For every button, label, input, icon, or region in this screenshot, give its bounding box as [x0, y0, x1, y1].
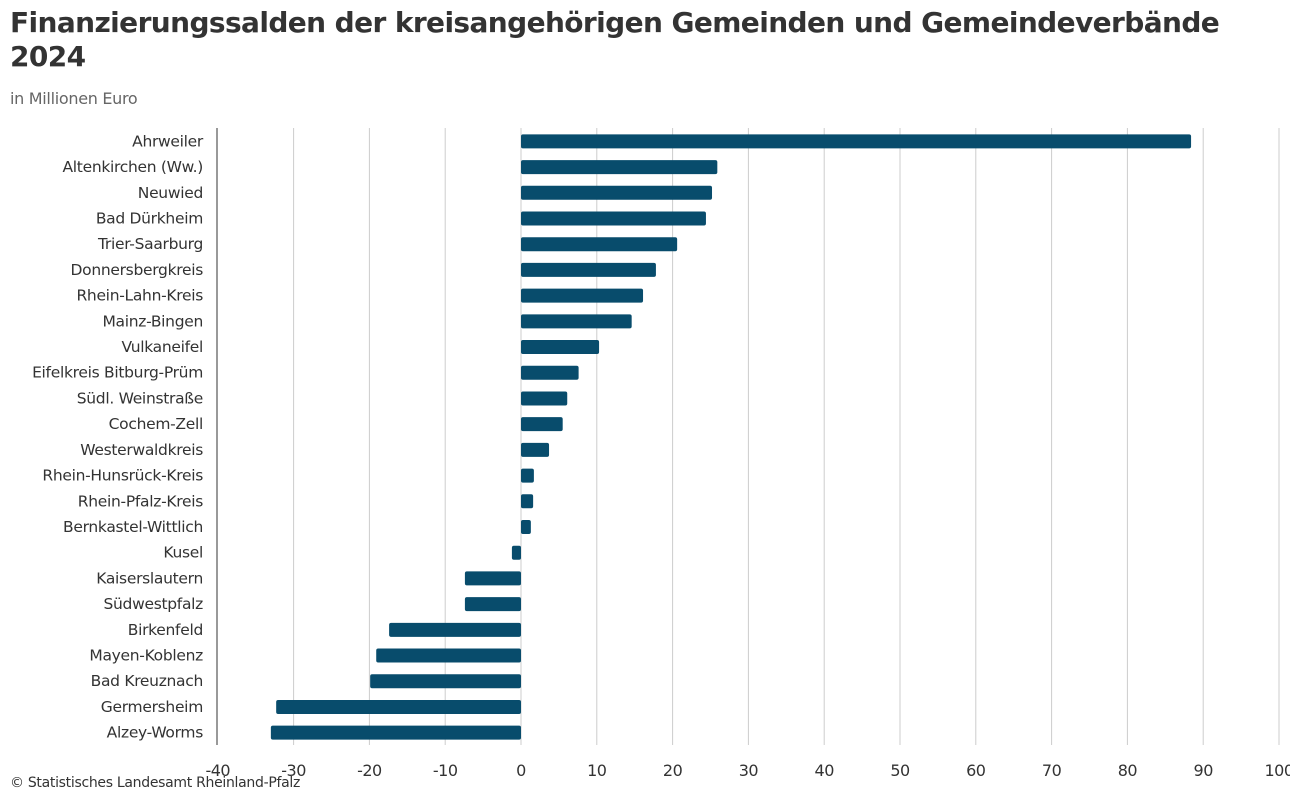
category-label: Donnersbergkreis [71, 261, 204, 279]
bar [521, 185, 713, 200]
bar [521, 314, 632, 329]
bar [521, 211, 706, 226]
category-label: Mainz-Bingen [102, 312, 203, 330]
x-tick-label: 0 [516, 761, 526, 780]
category-label: Rhein-Pfalz-Kreis [78, 492, 203, 510]
bar [464, 597, 521, 612]
x-tick-label: 20 [663, 761, 683, 780]
category-label: Vulkaneifel [121, 338, 203, 356]
category-label: Ahrweiler [132, 132, 204, 150]
category-label: Bernkastel-Wittlich [63, 518, 203, 536]
category-label: Cochem-Zell [109, 415, 203, 433]
category-label: Trier-Saarburg [97, 235, 203, 253]
category-label: Westerwaldkreis [80, 441, 203, 459]
bar [521, 262, 656, 277]
bar [276, 699, 521, 714]
category-labels: Ahrweiler Altenkirchen (Ww.) Neuwied Bad Dü… [32, 132, 204, 741]
x-tick-labels: -40 -30 -20 -10 0 10 20 30 40 50 60 70 80 90 100 [205, 761, 1290, 780]
category-label: Mayen-Koblenz [89, 647, 203, 665]
bar [521, 365, 579, 380]
bars [270, 134, 1192, 740]
category-label: Rhein-Lahn-Kreis [76, 287, 203, 305]
x-tick-label: -40 [205, 761, 230, 780]
bar [464, 571, 521, 586]
bar [521, 494, 534, 509]
category-label: Kusel [163, 544, 203, 562]
category-label: Südl. Weinstraße [77, 389, 203, 407]
x-tick-label: 50 [890, 761, 910, 780]
bar [270, 725, 521, 740]
x-tick-label: 30 [739, 761, 759, 780]
bar [521, 288, 644, 303]
category-label: Südwestpfalz [103, 595, 203, 613]
bar [389, 622, 521, 637]
bar [521, 134, 1192, 149]
category-label: Alzey-Worms [107, 724, 204, 742]
category-label: Bad Kreuznach [91, 672, 203, 690]
bar [521, 468, 534, 483]
bar [511, 545, 521, 560]
bar [521, 391, 568, 406]
chart-title: Finanzierungssalden der kreisangehörigen… [10, 6, 1220, 73]
bar [521, 160, 718, 175]
bar [521, 442, 550, 457]
x-tick-label: -30 [281, 761, 306, 780]
x-tick-label: 100 [1264, 761, 1290, 780]
category-label: Birkenfeld [128, 621, 203, 639]
bar [370, 674, 521, 689]
x-tick-label: -10 [433, 761, 458, 780]
category-label: Neuwied [138, 184, 203, 202]
gridlines [293, 128, 1280, 745]
x-tick-label: 80 [1118, 761, 1138, 780]
bar [376, 648, 521, 663]
category-label: Germersheim [101, 698, 203, 716]
category-label: Altenkirchen (Ww.) [63, 158, 204, 176]
x-tick-label: 90 [1194, 761, 1214, 780]
bar [521, 237, 678, 252]
category-label: Bad Dürkheim [96, 209, 203, 227]
category-label: Kaiserslautern [96, 569, 203, 587]
bar [521, 519, 531, 534]
category-label: Rhein-Hunsrück-Kreis [42, 467, 203, 485]
category-label: Eifelkreis Bitburg-Prüm [32, 364, 203, 382]
x-tick-label: -20 [357, 761, 382, 780]
x-tick-label: 40 [815, 761, 835, 780]
bar [521, 417, 563, 432]
x-tick-label: 60 [966, 761, 986, 780]
x-tick-label: 70 [1042, 761, 1062, 780]
bar [521, 340, 600, 355]
x-tick-label: 10 [587, 761, 607, 780]
source-credit: © Statistisches Landesamt Rheinland-Pfal… [10, 775, 301, 791]
chart-subtitle: in Millionen Euro [10, 89, 138, 108]
